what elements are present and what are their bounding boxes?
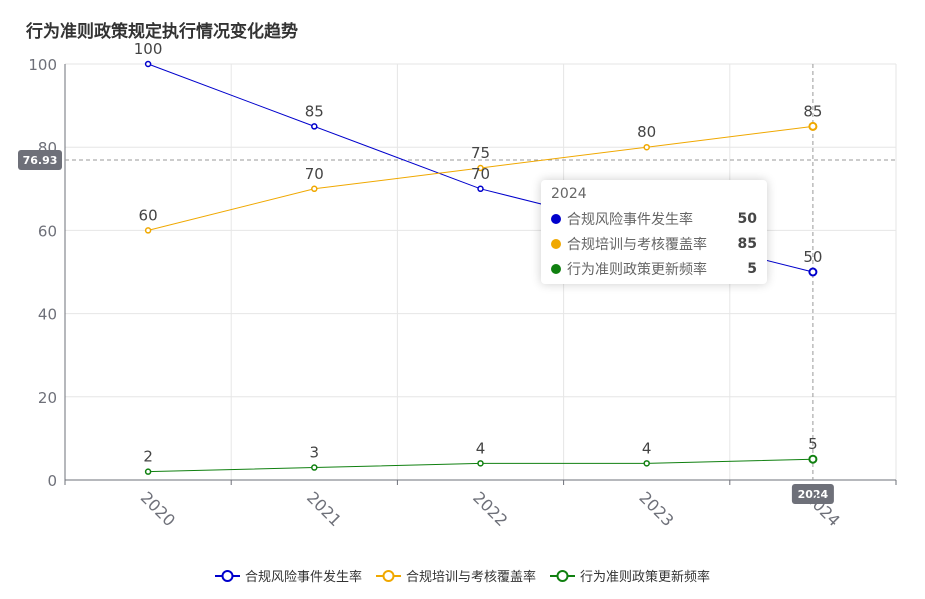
data-point	[643, 143, 650, 151]
x-tick-label: 2021	[303, 488, 345, 530]
y-tick-label: 40	[38, 306, 57, 324]
x-tick-label: 2023	[635, 488, 677, 530]
data-label: 60	[139, 206, 158, 224]
data-point	[311, 185, 318, 193]
data-label: 2	[143, 448, 153, 466]
legend-line-icon	[214, 569, 240, 582]
legend: 合规风险事件发生率 合规培训与考核覆盖率 行为准则政策更新频率	[0, 566, 925, 585]
crosshair-y-badge	[18, 149, 62, 170]
y-tick-label: 60	[38, 222, 57, 240]
data-label: 70	[471, 165, 490, 183]
legend-label: 行为准则政策更新频率	[580, 570, 711, 585]
data-label: 50	[803, 248, 822, 266]
data-label: 80	[637, 123, 656, 141]
y-tick-label: 0	[47, 472, 57, 490]
data-point	[477, 185, 484, 193]
legend-item-policy[interactable]: 行为准则政策更新频率	[550, 566, 710, 585]
tooltip-title: 2024	[551, 186, 587, 202]
data-label: 100	[134, 40, 163, 58]
series-color-dot	[551, 213, 561, 224]
data-label: 4	[642, 439, 652, 457]
data-point	[808, 121, 818, 131]
data-point	[311, 464, 318, 471]
data-point	[808, 454, 818, 464]
data-label: 75	[471, 144, 490, 162]
legend-item-training[interactable]: 合规培训与考核覆盖率	[375, 566, 536, 585]
legend-line-icon	[375, 569, 401, 582]
x-tick-label: 2020	[137, 488, 179, 530]
legend-line-icon	[550, 569, 575, 582]
data-label: 4	[476, 439, 486, 457]
data-label: 70	[305, 165, 324, 183]
data-point	[144, 468, 152, 475]
tooltip-row: 合规培训与考核覆盖率 85	[551, 231, 757, 256]
grid-lines	[64, 63, 897, 480]
y-tick-label: 80	[38, 139, 57, 157]
y-tick-label: 100	[28, 56, 57, 74]
crosshair-x-badge	[791, 484, 834, 504]
series-color-dot	[551, 238, 561, 249]
data-labels: 100 85 70 50 60 70 75 80 85 2 3 4 4 5	[134, 40, 823, 466]
legend-label: 合规风险事件发生率	[244, 570, 362, 585]
tooltip-series-name: 合规风险事件发生率	[567, 211, 693, 228]
data-label: 3	[310, 444, 320, 462]
tooltip-series-name: 行为准则政策更新频率	[567, 261, 707, 278]
axes	[64, 64, 897, 485]
x-tick-label: 2022	[469, 488, 511, 530]
tooltip-series-value: 5	[747, 260, 757, 277]
data-label: 5	[808, 435, 818, 453]
legend-item-risk[interactable]: 合规风险事件发生率	[214, 566, 362, 585]
legend-label: 合规培训与考核覆盖率	[405, 570, 536, 585]
data-point	[643, 460, 650, 467]
tooltip-row: 合规风险事件发生率 50	[551, 206, 757, 231]
data-point	[144, 227, 152, 234]
tooltip-series-name: 合规培训与考核覆盖率	[567, 236, 707, 253]
data-point	[808, 267, 818, 277]
y-tick-label: 20	[38, 389, 57, 407]
tooltip-row: 行为准则政策更新频率 5	[551, 256, 757, 281]
data-point	[477, 164, 484, 172]
tooltip-series-value: 50	[737, 210, 757, 227]
data-point	[144, 60, 152, 68]
tooltip: 2024 合规风险事件发生率 50 合规培训与考核覆盖率 85 行为准则政策更新…	[541, 180, 767, 284]
chart-title: 行为准则政策规定执行情况变化趋势	[26, 22, 298, 42]
x-tick-label: 2024	[802, 488, 844, 530]
data-label: 85	[305, 102, 324, 120]
data-label: 85	[803, 102, 822, 120]
data-point	[477, 460, 484, 467]
tooltip-series-value: 85	[737, 235, 757, 252]
series-color-dot	[551, 263, 561, 274]
data-point	[311, 123, 318, 130]
crosshair-x-label: 2024	[798, 488, 829, 501]
crosshair-y-label: 76.93	[23, 154, 58, 167]
